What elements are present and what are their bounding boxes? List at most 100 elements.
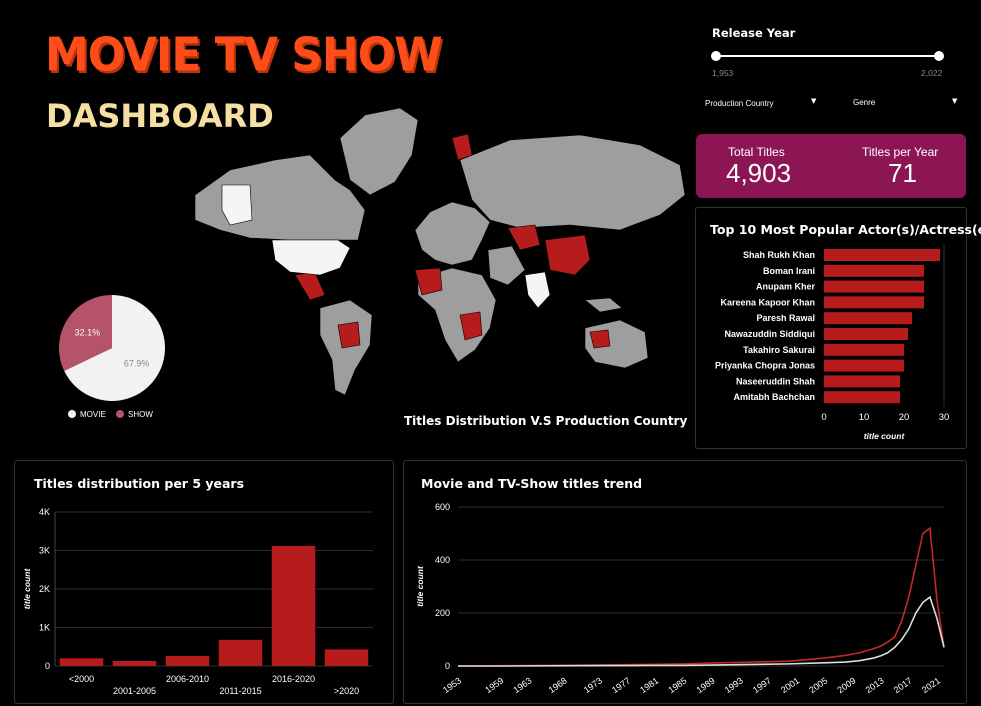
trend-series-line-2 <box>458 595 945 667</box>
production-country-dropdown[interactable]: Production Country ▼ <box>700 96 822 112</box>
distribution-bar <box>218 639 263 666</box>
dashboard-subtitle: DASHBOARD <box>46 97 274 135</box>
actor-label: Anupam Kher <box>756 282 816 292</box>
pie-slice-show <box>59 295 112 371</box>
distribution-panel: Titles distribution per 5 years 0 1K 2K 3K 4… <box>14 460 394 704</box>
titles-per-year-value: 71 <box>888 158 917 188</box>
titles-per-year-label: Titles per Year <box>862 145 939 159</box>
y-tick-label: 2K <box>39 584 50 594</box>
total-titles-label: Total Titles <box>728 145 785 159</box>
australia-region-shape[interactable] <box>589 329 611 349</box>
actor-label: Boman Irani <box>763 266 815 276</box>
top-actors-panel: Top 10 Most Popular Actor(s)/Actress(es)… <box>695 207 981 449</box>
usa-shape[interactable] <box>271 239 351 276</box>
y-tick-label: 0 <box>445 661 450 671</box>
actor-bar <box>824 312 912 325</box>
india-shape[interactable] <box>524 271 551 309</box>
pie-slice-movie <box>64 295 165 401</box>
scandinavia-shape[interactable] <box>451 133 473 161</box>
y-tick-label: 1K <box>39 623 50 633</box>
indonesia-shape[interactable] <box>584 297 623 313</box>
y-tick-label: 4K <box>39 507 50 517</box>
legend-label: MOVIE <box>80 410 106 419</box>
y-tick-label: 200 <box>435 608 450 618</box>
slider-min-value: 1,953 <box>712 68 734 78</box>
total-titles-value: 4,903 <box>726 158 792 188</box>
chevron-down-icon: ▼ <box>811 97 817 105</box>
distribution-bar <box>165 655 210 666</box>
china-shape[interactable] <box>544 234 591 276</box>
east-africa-shape[interactable] <box>459 311 483 341</box>
central-asia-shape[interactable] <box>507 224 541 251</box>
africa-shape[interactable] <box>417 267 497 363</box>
canada-shape[interactable] <box>194 154 366 241</box>
legend-label: SHOW <box>128 410 153 419</box>
distribution-bar <box>324 649 369 666</box>
x-tick-label: 30 <box>939 412 950 423</box>
x-tick-label: 1977 <box>610 675 632 695</box>
x-tick-label: 2001 <box>779 675 801 695</box>
release-year-filter[interactable]: Release Year 1,953 2,022 <box>705 24 950 84</box>
actor-label: Paresh Rawal <box>756 313 815 323</box>
actor-bar <box>824 375 900 388</box>
top-actors-chart: Shah Rukh Khan Boman Irani Anupam Kher Kare… <box>715 245 950 441</box>
kpi-card: Total Titles 4,903 Titles per Year 71 <box>696 134 966 198</box>
x-tick-label: 0 <box>821 412 826 423</box>
world-map[interactable] <box>190 100 690 405</box>
middle-east-shape[interactable] <box>487 245 526 286</box>
x-tick-label: 2006-2010 <box>166 674 209 684</box>
top-actors-title: Top 10 Most Popular Actor(s)/Actress(es) <box>710 222 981 237</box>
x-tick-label: 1997 <box>751 675 773 695</box>
slider-handle-min[interactable] <box>711 51 721 61</box>
x-tick-label: 2017 <box>892 675 914 695</box>
slider-handle-max[interactable] <box>934 51 944 61</box>
x-tick-label: 2005 <box>807 675 829 695</box>
brazil-region-shape[interactable] <box>337 321 361 349</box>
distribution-bar <box>271 545 316 666</box>
slider-track[interactable] <box>715 55 939 57</box>
x-tick-label: 2021 <box>920 675 942 695</box>
trend-chart: 0 200 400 600 1953 1959 1963 1968 1973 1977 1981 19… <box>415 502 945 695</box>
alaska-shape[interactable] <box>221 184 253 226</box>
distribution-title: Titles distribution per 5 years <box>34 476 245 491</box>
genre-dropdown[interactable]: Genre ▼ <box>848 96 964 112</box>
x-tick-label: 1973 <box>582 675 604 695</box>
actor-bar <box>824 296 924 309</box>
x-tick-label: >2020 <box>334 686 359 696</box>
chevron-down-icon: ▼ <box>952 97 958 105</box>
x-tick-label: 2011-2015 <box>219 686 261 696</box>
y-axis-title: title count <box>415 565 425 607</box>
x-tick-label: <2000 <box>69 674 94 684</box>
west-africa-shape[interactable] <box>414 267 443 296</box>
actor-label: Naseeruddin Shah <box>736 376 815 386</box>
actor-bar <box>824 391 900 404</box>
x-tick-label: 1953 <box>441 675 463 695</box>
x-tick-label: 2009 <box>835 675 857 695</box>
trend-series-line-1 <box>457 526 945 667</box>
pie-slice-label: 32.1% <box>75 327 101 337</box>
x-tick-label: 1989 <box>695 675 717 695</box>
x-tick-label: 1985 <box>666 675 688 695</box>
pie-slice-label: 67.9% <box>124 359 150 369</box>
production-country-label: Production Country <box>705 99 774 108</box>
x-tick-label: 1981 <box>638 675 660 695</box>
genre-label: Genre <box>853 98 876 107</box>
map-caption: Titles Distribution V.S Production Count… <box>404 414 688 428</box>
x-tick-label: 1968 <box>547 675 569 695</box>
central-america-shape[interactable] <box>294 271 326 301</box>
europe-shape[interactable] <box>414 201 491 266</box>
y-tick-label: 0 <box>45 661 50 671</box>
x-tick-label: 1959 <box>483 675 505 695</box>
actor-label: Takahiro Sakurai <box>743 345 815 355</box>
legend-swatch-show <box>116 410 124 418</box>
actor-label: Nawazuddin Siddiqui <box>725 329 816 339</box>
actor-label: Kareena Kapoor Khan <box>720 297 815 307</box>
trend-panel: Movie and TV-Show titles trend 0 200 400 60… <box>403 460 967 704</box>
greenland-shape[interactable] <box>339 107 419 196</box>
russia-shape[interactable] <box>459 134 686 231</box>
actor-bar <box>824 264 924 277</box>
actor-bar <box>824 249 940 261</box>
release-year-label: Release Year <box>712 26 796 40</box>
slider-max-value: 2,022 <box>921 68 943 78</box>
y-tick-label: 600 <box>435 502 450 512</box>
